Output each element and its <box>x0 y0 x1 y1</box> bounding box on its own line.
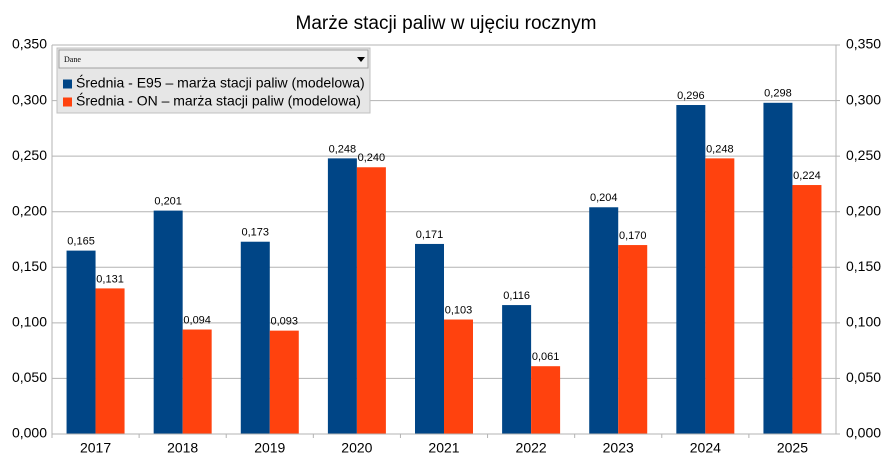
value-label: 0,171 <box>416 229 444 241</box>
legend-marker <box>63 97 72 107</box>
y-tick-label: 0,350 <box>12 36 47 52</box>
dropdown-arrow <box>357 57 365 62</box>
x-tick-label: 2018 <box>167 440 198 456</box>
value-label: 0,248 <box>706 143 734 155</box>
bar <box>95 288 125 434</box>
bar <box>269 330 299 434</box>
x-tick-label: 2023 <box>603 440 634 456</box>
bar <box>502 305 532 434</box>
bar <box>415 243 444 434</box>
value-label: 0,240 <box>358 152 386 164</box>
legend-marker <box>63 79 72 89</box>
y-tick-label: 0,200 <box>12 202 47 218</box>
value-label: 0,093 <box>271 316 299 328</box>
y-tick-label: 0,000 <box>12 425 47 441</box>
value-label: 0,094 <box>183 314 211 326</box>
value-label: 0,201 <box>154 196 182 208</box>
bar <box>327 158 357 434</box>
value-label: 0,165 <box>67 236 95 248</box>
bar <box>676 105 706 434</box>
value-label: 0,131 <box>96 273 124 285</box>
x-tick-label: 2022 <box>516 440 547 456</box>
value-label: 0,224 <box>793 170 821 182</box>
bar <box>705 158 735 434</box>
y2-tick-label: 0,050 <box>846 369 881 385</box>
bar <box>531 366 561 434</box>
bar <box>589 207 619 434</box>
x-tick-label: 2025 <box>777 440 808 456</box>
bar <box>792 185 822 434</box>
y2-tick-label: 0,100 <box>846 314 881 330</box>
bar <box>182 329 212 434</box>
x-tick-label: 2021 <box>428 440 459 456</box>
x-tick-label: 2019 <box>254 440 285 456</box>
value-label: 0,204 <box>590 192 618 204</box>
legend-title: Dane <box>64 55 81 64</box>
y-tick-label: 0,250 <box>12 147 47 163</box>
value-label: 0,298 <box>764 88 792 100</box>
y-tick-label: 0,100 <box>12 314 47 330</box>
legend-label: Średnia - E95 – marża stacji paliw (mode… <box>76 74 365 91</box>
legend: Dane Średnia - E95 – marża stacji paliw (… <box>56 47 371 114</box>
y2-tick-label: 0,350 <box>846 36 881 52</box>
y-tick-label: 0,150 <box>12 258 47 274</box>
x-tick-label: 2024 <box>690 440 721 456</box>
bar <box>153 210 183 434</box>
bar <box>356 167 386 434</box>
value-label: 0,173 <box>242 227 270 239</box>
y2-tick-label: 0,250 <box>846 147 881 163</box>
value-label: 0,248 <box>329 143 357 155</box>
value-label: 0,296 <box>677 90 705 102</box>
value-label: 0,116 <box>503 290 530 302</box>
y2-tick-label: 0,300 <box>846 91 881 107</box>
bar <box>240 241 270 434</box>
y-tick-label: 0,300 <box>12 91 47 107</box>
y2-tick-label: 0,150 <box>846 258 881 274</box>
value-label: 0,170 <box>619 230 647 242</box>
bar <box>444 319 473 434</box>
bar <box>618 245 648 434</box>
value-label: 0,103 <box>445 304 473 316</box>
bar <box>763 102 793 435</box>
y2-tick-label: 0,200 <box>846 202 881 218</box>
x-tick-label: 2020 <box>341 440 372 456</box>
x-tick-label: 2017 <box>80 440 111 456</box>
value-label: 0,061 <box>532 351 560 363</box>
legend-dropdown[interactable] <box>58 49 369 69</box>
y2-tick-label: 0,000 <box>846 425 881 441</box>
bar <box>66 250 96 434</box>
y-tick-label: 0,050 <box>12 369 47 385</box>
legend-label: Średnia - ON – marża stacji paliw (model… <box>76 92 361 109</box>
chart-title: Marże stacji paliw w ujęciu rocznym <box>296 13 597 34</box>
